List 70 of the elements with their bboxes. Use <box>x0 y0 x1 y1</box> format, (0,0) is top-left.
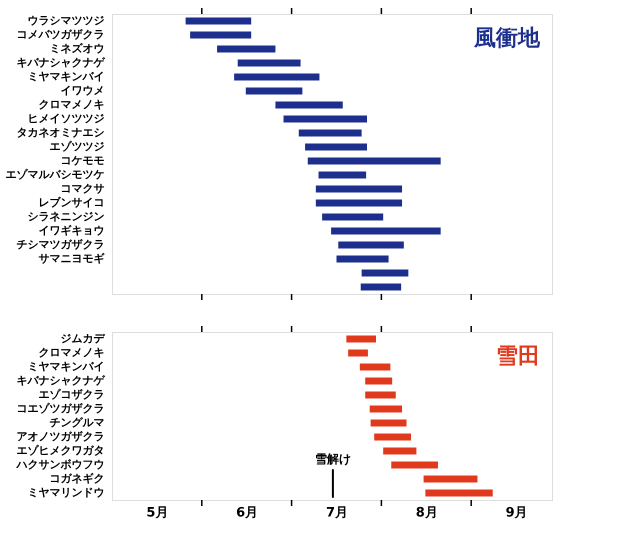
bar <box>305 144 368 150</box>
bar <box>338 242 404 248</box>
y-tick-label: タカネオミナエシ <box>16 126 104 139</box>
y-tick-label: クロマメノキ <box>38 346 104 359</box>
y-tick-label: エゾコザクラ <box>38 388 104 401</box>
bar <box>365 378 392 384</box>
y-tick-label: ミヤマキンバイ <box>28 70 104 83</box>
bar <box>234 74 320 80</box>
bar <box>374 434 412 440</box>
text: 風衝地 <box>473 26 541 51</box>
y-tick-label: コマクサ <box>60 182 104 195</box>
y-tick-label: コガネギク <box>50 472 104 485</box>
y-tick-label: キバナシャクナゲ <box>16 374 106 387</box>
y-tick-label: キバナシャクナゲ <box>16 56 106 69</box>
bar <box>308 158 441 164</box>
y-tick-label: チシマツガザクラ <box>16 238 104 251</box>
y-tick-label: サマニヨモギ <box>38 252 106 265</box>
bar <box>284 116 368 122</box>
bar <box>246 88 302 94</box>
bar <box>370 406 402 412</box>
y-tick-label: シラネニンジン <box>28 210 104 223</box>
y-tick-label: ヒメイソツツジ <box>28 112 104 125</box>
y-tick-label: イワギキョウ <box>38 224 104 237</box>
x-tick-label: 9月 <box>506 506 528 520</box>
bar <box>365 392 396 398</box>
y-tick-label: エゾツツジ <box>50 140 104 153</box>
bar <box>331 228 441 234</box>
bar <box>316 186 402 192</box>
bar <box>346 336 376 342</box>
bar <box>238 60 301 66</box>
y-tick-label: コエゾツガザクラ <box>16 402 104 415</box>
y-tick-label: イワウメ <box>60 84 104 97</box>
y-tick-label: ミヤマリンドウ <box>28 486 104 499</box>
y-tick-label: ハクサンボウフウ <box>16 458 104 471</box>
text: 雪田 <box>496 344 540 369</box>
bar <box>360 284 402 290</box>
bar <box>370 420 407 426</box>
bar <box>275 102 343 108</box>
bar <box>362 270 408 276</box>
x-tick-label: 7月 <box>326 506 348 520</box>
bar <box>383 448 416 454</box>
bar <box>336 256 389 262</box>
bar <box>318 172 366 178</box>
y-tick-label: コケモモ <box>60 154 104 167</box>
bar <box>186 18 252 24</box>
bar <box>424 476 478 482</box>
bar <box>348 350 368 356</box>
y-tick-label: ウラシマツツジ <box>28 14 104 27</box>
y-tick-label: アオノツガザクラ <box>16 430 104 443</box>
bar <box>190 32 252 38</box>
x-tick-label: 8月 <box>416 506 438 520</box>
ref-line-label: 雪解け <box>314 452 351 466</box>
y-tick-label: レブンサイコ <box>38 196 104 209</box>
bar <box>360 364 390 370</box>
y-tick-label: ミヤマキンバイ <box>28 360 104 373</box>
y-tick-label: エゾマルバシモツケ <box>6 168 104 181</box>
bar <box>391 462 438 468</box>
y-tick-label: ミネズオウ <box>50 42 104 55</box>
bar <box>298 130 362 136</box>
y-tick-label: エゾヒメクワガタ <box>16 444 104 457</box>
y-tick-label: チングルマ <box>50 416 104 429</box>
y-tick-label: クロマメノキ <box>38 98 104 111</box>
bar <box>217 46 276 52</box>
y-tick-label: コメバツガザクラ <box>16 28 104 41</box>
x-tick-label: 5月 <box>146 506 168 520</box>
y-tick-label: ジムカデ <box>60 332 106 345</box>
x-tick-label: 6月 <box>236 506 258 520</box>
bar <box>316 200 402 206</box>
bar <box>425 490 493 496</box>
bar <box>322 214 384 220</box>
